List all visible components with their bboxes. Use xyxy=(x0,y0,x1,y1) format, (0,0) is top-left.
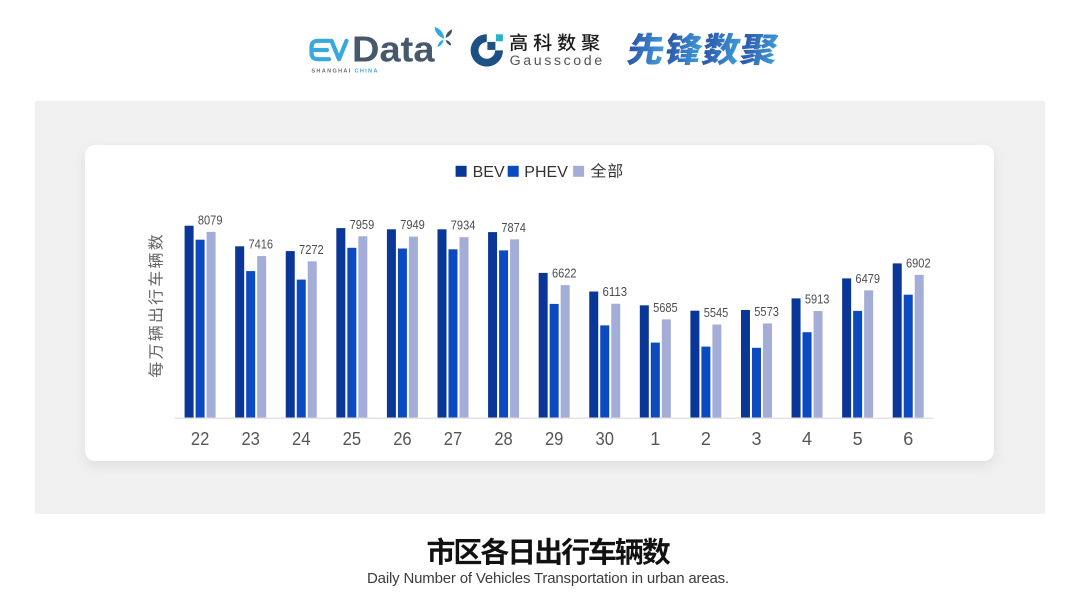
svg-text:25: 25 xyxy=(343,429,361,449)
svg-text:7934: 7934 xyxy=(451,218,476,233)
svg-text:27: 27 xyxy=(444,429,462,449)
svg-text:5913: 5913 xyxy=(805,292,830,307)
svg-text:6622: 6622 xyxy=(552,266,577,281)
svg-text:4: 4 xyxy=(802,429,812,449)
svg-text:PHEV: PHEV xyxy=(524,164,568,181)
svg-text:2: 2 xyxy=(701,429,711,449)
svg-text:24: 24 xyxy=(292,429,310,449)
svg-text:6113: 6113 xyxy=(603,284,628,299)
svg-text:5: 5 xyxy=(853,429,863,449)
svg-text:SHANGHAI CHINA: SHANGHAI CHINA xyxy=(311,69,378,75)
svg-text:7959: 7959 xyxy=(350,217,375,232)
svg-text:7272: 7272 xyxy=(299,242,324,257)
svg-text:7874: 7874 xyxy=(501,220,526,235)
svg-text:BEV: BEV xyxy=(473,164,505,181)
svg-text:3: 3 xyxy=(751,429,761,449)
svg-text:28: 28 xyxy=(494,429,512,449)
svg-text:6: 6 xyxy=(903,429,913,449)
svg-text:5573: 5573 xyxy=(754,304,779,319)
svg-text:6479: 6479 xyxy=(855,271,880,286)
svg-text:8079: 8079 xyxy=(198,212,223,227)
svg-text:5545: 5545 xyxy=(704,305,729,320)
svg-text:Daily Number of Vehicles Trans: Daily Number of Vehicles Transportation … xyxy=(367,570,729,587)
svg-text:22: 22 xyxy=(191,429,209,449)
svg-text:Data: Data xyxy=(352,28,435,69)
svg-text:7416: 7416 xyxy=(248,237,273,252)
svg-text:5685: 5685 xyxy=(653,300,678,315)
svg-text:26: 26 xyxy=(393,429,411,449)
svg-text:23: 23 xyxy=(241,429,259,449)
svg-text:7949: 7949 xyxy=(400,217,425,232)
svg-text:1: 1 xyxy=(650,429,660,449)
svg-text:30: 30 xyxy=(596,429,614,449)
svg-text:6902: 6902 xyxy=(906,255,931,270)
svg-text:Gausscode: Gausscode xyxy=(510,53,605,69)
svg-text:29: 29 xyxy=(545,429,563,449)
